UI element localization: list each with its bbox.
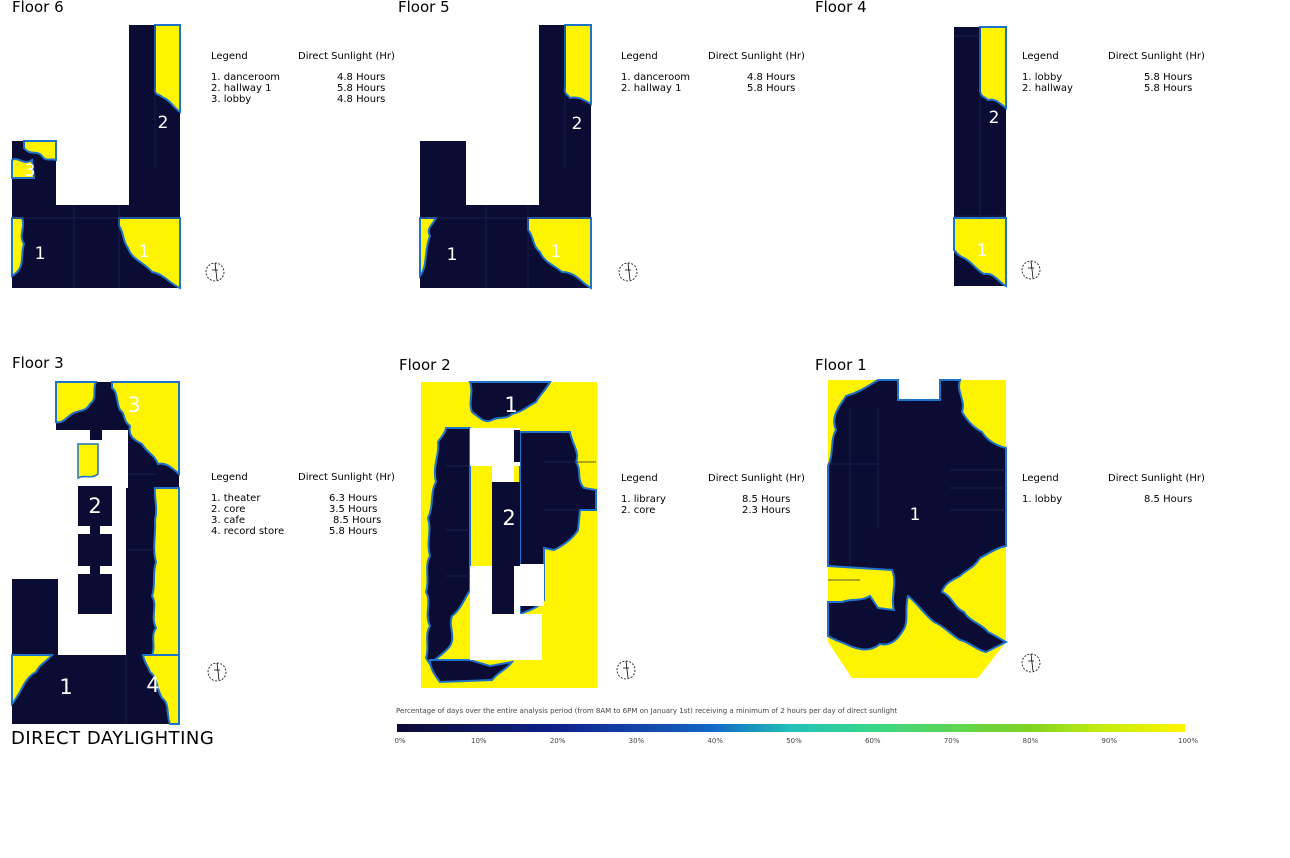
scale-caption: Percentage of days over the entire analy… [396, 707, 898, 715]
floor-2-plan: 1 2 [421, 381, 597, 688]
floor-4-plan: 1 2 [953, 26, 1007, 288]
scale-tick-7: 70% [943, 737, 960, 745]
north-arrow-icon [205, 262, 225, 282]
color-scale-bar [397, 724, 1185, 732]
floor-4-title: Floor 4 [815, 0, 867, 16]
scale-tick-4: 40% [707, 737, 723, 745]
scale-tick-10: 100% [1177, 737, 1199, 745]
floor-5-plan: 1 1 2 [419, 24, 592, 290]
north-arrow-icon [1021, 653, 1041, 673]
f6-label-2: 2 [158, 113, 169, 133]
f6-label-1b: 1 [139, 242, 150, 262]
scale-tick-9: 90% [1101, 737, 1117, 745]
f4-label-2: 2 [989, 108, 1000, 128]
floor-6-title: Floor 6 [12, 0, 64, 16]
north-arrow-icon [207, 662, 227, 682]
north-arrow-icon [618, 262, 638, 282]
floor-5-title: Floor 5 [398, 0, 450, 16]
f5-label-2: 2 [572, 114, 583, 134]
scale-tick-8: 80% [1022, 737, 1039, 745]
main-title: DIRECT DAYLIGHTING [11, 728, 215, 749]
floor-3-title: Floor 3 [12, 354, 64, 372]
floor-3-plan: 1 2 3 4 [11, 381, 180, 725]
floor-1-plan: 1 [827, 379, 1009, 678]
f5-label-1b: 1 [551, 242, 562, 262]
f3-label-4: 4 [146, 673, 159, 697]
scale-tick-6: 60% [865, 737, 881, 745]
north-arrow-icon [616, 660, 636, 680]
f2-label-1: 1 [504, 393, 517, 417]
floor-2-title: Floor 2 [399, 356, 451, 374]
scale-tick-0: 0% [394, 737, 406, 745]
f2-label-2: 2 [502, 506, 515, 530]
f4-label-1: 1 [977, 241, 988, 261]
scale-tick-1: 10% [471, 737, 487, 745]
f6-label-3: 3 [25, 161, 36, 181]
f3-label-3: 3 [127, 393, 140, 417]
floor-1-title: Floor 1 [815, 356, 867, 374]
scale-tick-3: 30% [628, 737, 645, 745]
north-arrow-icon [1021, 260, 1041, 280]
f6-label-1a: 1 [35, 244, 46, 264]
scale-tick-5: 50% [786, 737, 802, 745]
floor-6-plan: 1 1 2 3 [11, 24, 181, 290]
scale-tick-2: 20% [549, 737, 566, 745]
f3-label-1: 1 [59, 675, 72, 699]
f5-label-1a: 1 [447, 245, 458, 265]
f3-label-2: 2 [88, 494, 101, 518]
f1-label-1: 1 [910, 505, 921, 525]
